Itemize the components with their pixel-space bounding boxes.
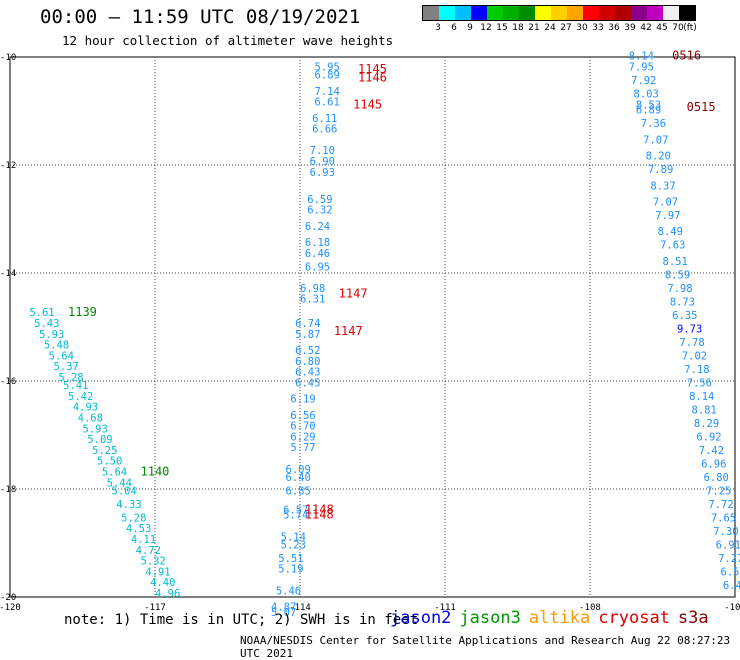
footer-note: note: 1) Time is in UTC; 2) SWH is in fe… [64, 612, 418, 628]
wave-height-value: 7.18 [684, 364, 709, 376]
wave-height-value: 6.91 [716, 539, 740, 551]
pass-time-label: 1148 [305, 508, 334, 522]
lat-tick-label: -18 [0, 485, 16, 495]
wave-height-value: 7.07 [653, 197, 678, 209]
pass-time-label: 1145 [353, 97, 382, 111]
footer-credit: NOAA/NESDIS Center for Satellite Applica… [240, 634, 740, 660]
lat-tick-label: -20 [0, 593, 16, 603]
wave-height-value: 8.37 [650, 180, 675, 192]
wave-height-value: 5.23 [281, 539, 306, 551]
wave-height-value: 5.19 [278, 564, 303, 576]
wave-height-value: 7.25 [706, 485, 731, 497]
wave-height-value: 8.59 [665, 269, 690, 281]
wave-height-value: 5.77 [290, 442, 315, 454]
pass-time-label: 1146 [358, 70, 387, 84]
wave-height-value: 7.63 [660, 240, 685, 252]
wave-height-value: 8.29 [694, 418, 719, 430]
wave-height-value: 7.92 [631, 75, 656, 87]
wave-height-value: 6.93 [310, 167, 335, 179]
wave-height-value: 5.46 [276, 585, 301, 597]
wave-height-value: 6.66 [312, 124, 337, 136]
wave-height-value: 7.65 [711, 512, 736, 524]
wave-height-value: 8.14 [689, 391, 714, 403]
wave-height-value: 8.51 [663, 256, 688, 268]
lat-tick-label: -12 [0, 161, 16, 171]
wave-height-value: 6.89 [315, 70, 340, 82]
wave-height-value: 6.35 [672, 310, 697, 322]
source-jason2: jason2 [390, 608, 451, 628]
wave-height-value: 7.07 [643, 134, 668, 146]
wave-height-value: 6.61 [315, 97, 340, 109]
wave-height-value: 7.30 [713, 526, 738, 538]
lat-tick-label: -10 [0, 53, 16, 63]
wave-height-value: 9.73 [677, 323, 702, 335]
wave-height-value: 6.42 [723, 580, 740, 592]
wave-height-value: 7.42 [699, 445, 724, 457]
source-jason3: jason3 [459, 608, 520, 628]
lon-tick-label: -105 [724, 603, 740, 613]
wave-height-value: 7.36 [641, 118, 666, 130]
pass-time-label: 1147 [339, 286, 368, 300]
pass-time-label: 1147 [334, 324, 363, 338]
wave-height-value: 6.24 [305, 221, 330, 233]
wave-height-value: 8.73 [670, 296, 695, 308]
wave-height-value: 6.85 [286, 485, 311, 497]
pass-time-label: 0516 [672, 49, 701, 63]
wave-height-value: 7.02 [682, 350, 707, 362]
wave-height-value: 6.80 [704, 472, 729, 484]
wave-height-value: 7.78 [679, 337, 704, 349]
wave-height-value: 6.89 [636, 105, 661, 117]
wave-height-value: 5.04 [112, 485, 137, 497]
wave-height-value: 6.55 [721, 566, 740, 578]
pass-time-label: 0515 [687, 100, 716, 114]
wave-height-value: 6.19 [290, 394, 315, 406]
map-frame [10, 57, 735, 597]
wave-height-value: 6.92 [696, 431, 721, 443]
lat-tick-label: -16 [0, 377, 16, 387]
wave-height-value: 4.33 [116, 499, 141, 511]
pass-time-label: 1140 [141, 465, 170, 479]
wave-height-value: 7.56 [687, 377, 712, 389]
wave-height-value: 6.31 [300, 294, 325, 306]
wave-height-value: 6.40 [286, 472, 311, 484]
wave-height-value: 8.20 [646, 151, 671, 163]
wave-height-value: 6.95 [305, 261, 330, 273]
lon-tick-label: -120 [0, 603, 21, 613]
wave-height-value: 8.49 [658, 226, 683, 238]
wave-height-value: 7.72 [708, 499, 733, 511]
wave-height-value: 6.32 [307, 205, 332, 217]
wave-height-value: 5.87 [295, 329, 320, 341]
pass-time-label: 1139 [68, 305, 97, 319]
satellite-source-legend: jason2 jason3 altika cryosat s3a [390, 608, 717, 628]
wave-height-value: 7.95 [629, 62, 654, 74]
wave-height-value: 7.89 [648, 164, 673, 176]
wave-height-value: 4.96 [155, 588, 180, 600]
wave-height-value: 6.45 [295, 377, 320, 389]
wave-height-value: 8.81 [692, 404, 717, 416]
source-altika: altika [529, 608, 590, 628]
wave-height-value: 7.27 [718, 553, 740, 565]
wave-height-value: 7.98 [667, 283, 692, 295]
wave-height-value: 6.96 [701, 458, 726, 470]
wave-height-value: 7.97 [655, 210, 680, 222]
source-s3a: s3a [678, 608, 709, 628]
source-cryosat: cryosat [598, 608, 670, 628]
wave-height-value: 6.46 [305, 248, 330, 260]
lat-tick-label: -14 [0, 269, 16, 279]
